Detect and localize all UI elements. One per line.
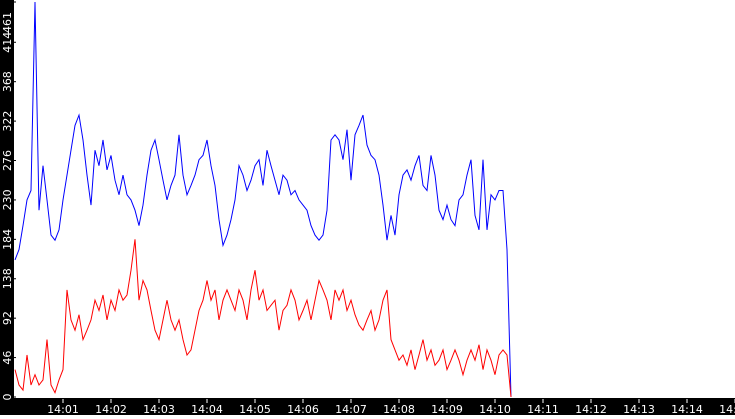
x-tick-label: 14:10 bbox=[479, 403, 511, 415]
x-tick-label: 14:15 bbox=[719, 403, 735, 415]
y-tick-label: 368 bbox=[1, 71, 14, 92]
x-tick-label: 14:12 bbox=[575, 403, 607, 415]
x-tick-label: 14:14 bbox=[671, 403, 703, 415]
x-tick-label: 14:02 bbox=[95, 403, 127, 415]
y-tick-label: 92 bbox=[1, 311, 14, 325]
x-tick-label: 14:04 bbox=[191, 403, 223, 415]
x-tick-label: 14:08 bbox=[383, 403, 415, 415]
y-tick-label: 414 bbox=[1, 32, 14, 53]
x-tick-label: 14:01 bbox=[47, 403, 79, 415]
y-tick-label: 138 bbox=[1, 268, 14, 289]
x-tick-label: 14:11 bbox=[527, 403, 559, 415]
x-tick-label: 14:07 bbox=[335, 403, 367, 415]
y-tick-label: 322 bbox=[1, 111, 14, 132]
y-tick-label: 46 bbox=[1, 351, 14, 365]
x-tick-label: 14:13 bbox=[623, 403, 655, 415]
x-tick-label: 14:06 bbox=[287, 403, 319, 415]
y-tick-label: 184 bbox=[1, 229, 14, 250]
x-tick-label: 14:05 bbox=[239, 403, 271, 415]
y-tick-label: 276 bbox=[1, 150, 14, 171]
y-tick-label: 230 bbox=[1, 189, 14, 210]
x-tick-label: 14:03 bbox=[143, 403, 175, 415]
x-tick-label: 14:09 bbox=[431, 403, 463, 415]
y-tick-label: 461 bbox=[1, 12, 14, 33]
y-tick-label: 0 bbox=[1, 394, 14, 401]
